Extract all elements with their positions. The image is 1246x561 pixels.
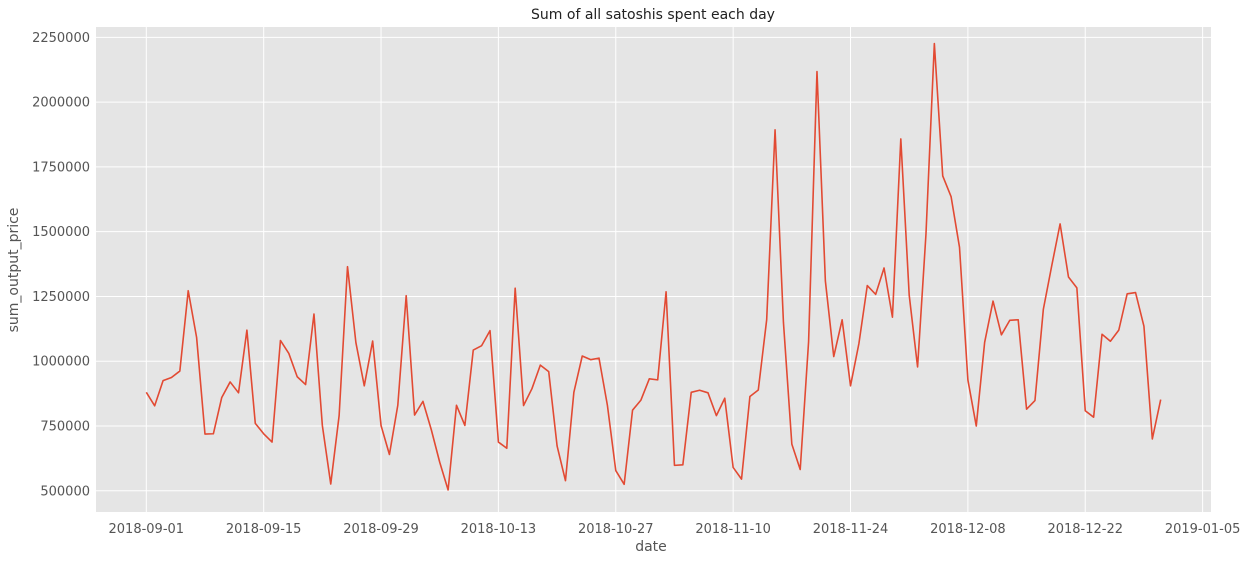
x-tick-label: 2018-11-24: [813, 522, 889, 537]
x-tick-labels: 2018-09-01 2018-09-15 2018-09-29 2018-10-13…: [109, 522, 1241, 537]
y-tick-label: 750000: [40, 419, 90, 434]
y-tick-label: 500000: [40, 484, 90, 499]
x-axis-label: date: [635, 539, 667, 555]
y-gridlines: [96, 36, 1211, 492]
x-tick-label: 2018-09-15: [226, 522, 302, 537]
x-tick-label: 2018-09-01: [109, 522, 185, 537]
y-tick-label: 1500000: [32, 225, 90, 240]
x-tick-label: 2018-10-13: [461, 522, 537, 537]
y-tick-label: 1000000: [32, 355, 90, 370]
y-axis-label: sum_output_price: [6, 208, 22, 333]
x-tick-label: 2018-12-22: [1047, 522, 1123, 537]
x-gridlines: [145, 27, 1204, 512]
y-tick-label: 1750000: [32, 160, 90, 175]
series-line: [145, 42, 1162, 491]
x-tick-label: 2018-10-27: [578, 522, 654, 537]
y-tick-label: 2250000: [32, 31, 90, 46]
chart-title: Sum of all satoshis spent each day: [531, 7, 775, 23]
y-tick-label: 1250000: [32, 290, 90, 305]
y-tick-labels: 500000 750000 1000000 1250000 1500000 1750000…: [32, 31, 90, 499]
x-tick-label: 2019-01-05: [1165, 522, 1241, 537]
x-tick-label: 2018-09-29: [343, 522, 419, 537]
y-tick-label: 2000000: [32, 96, 90, 111]
x-tick-label: 2018-11-10: [695, 522, 771, 537]
plot-area: [96, 27, 1211, 512]
x-tick-label: 2018-12-08: [930, 522, 1006, 537]
